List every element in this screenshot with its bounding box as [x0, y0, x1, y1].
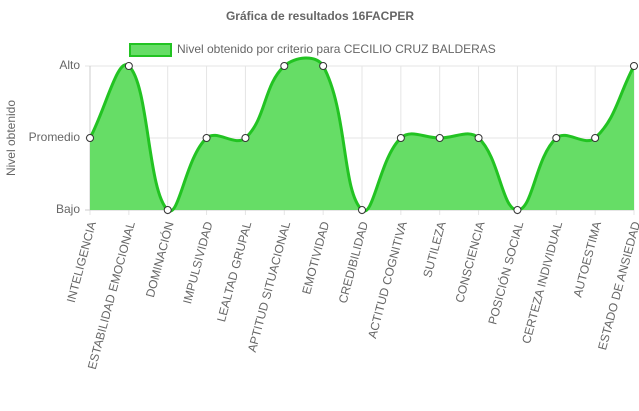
- x-tick-label: CERTEZA INDIVIDUAL: [519, 220, 565, 345]
- point: [86, 134, 94, 142]
- x-tick-label: EMOTIVIDAD: [299, 220, 332, 296]
- point: [513, 206, 522, 214]
- x-tick-label: SUTILEZA: [420, 220, 448, 279]
- x-tick-label: IMPULSIVIDAD: [180, 220, 216, 306]
- x-tick-label: CONSCIENCIA: [452, 220, 487, 304]
- legend-label: Nivel obtenido por criterio para CECILIO…: [177, 42, 496, 56]
- legend-swatch: [129, 43, 172, 57]
- chart-title: Gráfica de resultados 16FACPER: [226, 9, 414, 23]
- point: [435, 134, 444, 142]
- point: [202, 134, 211, 142]
- x-tick-label: DOMINACIÓN: [142, 220, 177, 299]
- point: [124, 62, 133, 70]
- point: [552, 134, 561, 142]
- point: [358, 206, 366, 214]
- x-tick-label: INTELIGENCIA: [64, 220, 99, 304]
- point: [396, 134, 405, 142]
- x-tick-label: LEALTAD GRUPAL: [214, 220, 254, 324]
- y-tick-label: Alto: [59, 58, 80, 72]
- x-tick-label: ACTITUD COGNITIVA: [365, 220, 410, 340]
- y-tick-label: Promedio: [29, 130, 81, 144]
- point: [241, 134, 250, 142]
- x-tick-label: ESTADO DE ANSIEDAD: [595, 220, 639, 352]
- x-tick-label: POSICIÓN SOCIAL: [484, 219, 526, 326]
- point: [591, 134, 600, 142]
- x-tick-label: APTITUD SITUACIONAL: [245, 220, 293, 354]
- point: [319, 62, 328, 70]
- y-axis-title: Nivel obtenido: [4, 100, 18, 176]
- point: [474, 134, 483, 142]
- x-tick-label: AUTOESTIMA: [570, 220, 604, 299]
- x-tick-label: CREDIBILIDAD: [336, 220, 371, 305]
- point: [163, 206, 172, 214]
- area: [90, 58, 634, 212]
- point: [630, 62, 638, 70]
- point: [280, 62, 289, 70]
- y-tick-label: Bajo: [56, 202, 80, 216]
